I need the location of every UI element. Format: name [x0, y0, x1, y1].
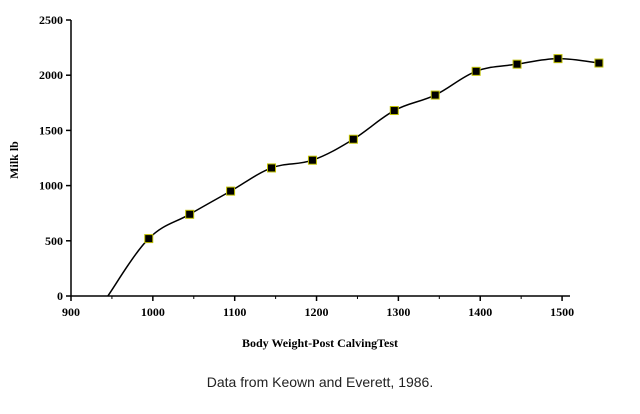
data-point-marker [471, 66, 481, 76]
x-tick-label: 1100 [223, 305, 246, 319]
y-tick-label: 500 [45, 234, 63, 248]
data-point-marker [389, 106, 399, 116]
x-tick-label: 1200 [305, 305, 329, 319]
data-point-marker [553, 54, 563, 64]
series-group [107, 54, 604, 297]
y-tick-label: 2000 [39, 68, 63, 82]
y-tick-label: 1500 [39, 123, 63, 137]
axis-ticks: 0 500 1000 1500 2000 2500 900 1000 1100 1200 1300 1… [39, 13, 574, 319]
data-point-marker [512, 59, 522, 69]
data-point-marker [144, 234, 154, 244]
data-point-marker [226, 186, 236, 196]
chart-caption: Data from Keown and Everett, 1986. [206, 374, 434, 390]
x-tick-label: 900 [62, 305, 80, 319]
data-point-marker [185, 209, 195, 219]
data-point-marker [430, 90, 440, 100]
data-point-marker [348, 134, 358, 144]
axes [70, 20, 570, 297]
data-point-marker [594, 58, 604, 68]
y-axis-title: Milk lb [7, 141, 21, 179]
y-tick-label: 2500 [39, 13, 63, 27]
x-tick-label: 1400 [468, 305, 492, 319]
y-tick-label: 0 [57, 289, 63, 303]
y-tick-label: 1000 [39, 179, 63, 193]
x-tick-label: 1500 [550, 305, 574, 319]
x-tick-label: 1000 [141, 305, 165, 319]
line-chart: 0 500 1000 1500 2000 2500 900 1000 1100 1200 1300 1… [7, 13, 604, 350]
x-tick-label: 1300 [386, 305, 410, 319]
data-point-marker [267, 163, 277, 173]
data-point-marker [307, 155, 317, 165]
series-line [107, 57, 599, 297]
x-axis-title: Body Weight-Post CalvingTest [242, 336, 398, 350]
